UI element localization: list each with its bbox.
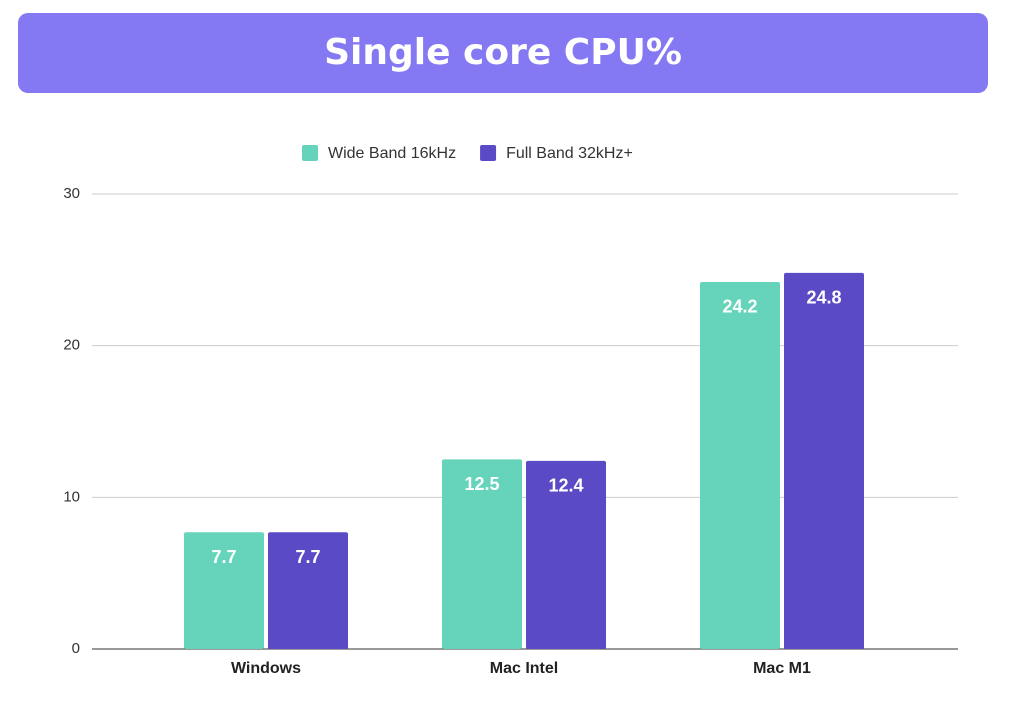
data-label: 12.4 — [548, 476, 583, 496]
data-label: 7.7 — [295, 547, 320, 567]
legend: Wide Band 16kHz Full Band 32kHz+ — [302, 145, 633, 162]
data-label: 24.2 — [722, 297, 757, 317]
x-tick-label: Mac M1 — [753, 660, 811, 677]
x-tick-label: Windows — [231, 660, 301, 677]
bar — [526, 460, 606, 649]
data-label: 12.5 — [464, 474, 499, 494]
chart-title: Single core CPU% — [324, 32, 682, 73]
bar — [700, 281, 780, 649]
y-tick-label: 10 — [63, 488, 80, 505]
y-tick-label: 30 — [63, 185, 80, 202]
bar — [442, 459, 522, 649]
x-tick-label: Mac Intel — [490, 660, 558, 677]
y-tick-label: 20 — [63, 337, 80, 354]
title-banner — [18, 13, 988, 93]
legend-label: Full Band 32kHz+ — [506, 145, 633, 162]
legend-label: Wide Band 16kHz — [328, 145, 456, 162]
data-label: 24.8 — [806, 288, 841, 308]
legend-swatch — [302, 145, 318, 161]
y-tick-label: 0 — [72, 640, 80, 657]
bar — [784, 272, 864, 649]
data-label: 7.7 — [211, 547, 236, 567]
bar — [268, 532, 348, 649]
legend-swatch — [480, 145, 497, 161]
bar — [184, 532, 264, 649]
